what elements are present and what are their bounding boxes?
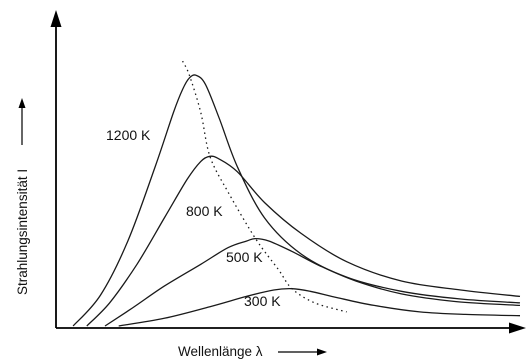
label-300k: 300 K	[244, 293, 281, 309]
label-500k: 500 K	[226, 249, 263, 265]
curve-1200k	[72, 74, 521, 327]
y-axis-label-group: Strahlungsintensität I	[15, 98, 30, 295]
y-axis-arrowhead	[50, 10, 62, 27]
x-axis-arrowhead	[509, 322, 526, 334]
label-800k: 800 K	[186, 203, 223, 219]
x-axis-label-arrowhead	[317, 348, 327, 356]
curves-layer	[72, 74, 521, 327]
y-axis-label: Strahlungsintensität I	[15, 169, 30, 295]
curve-500k	[104, 237, 521, 327]
peak-wavelength-locus	[182, 60, 347, 313]
curve-300k	[118, 287, 521, 327]
label-1200k: 1200 K	[106, 127, 151, 143]
curve-800k	[86, 155, 521, 327]
y-axis-label-arrowhead	[18, 98, 26, 108]
x-axis-label: Wellenlänge λ	[178, 344, 263, 359]
